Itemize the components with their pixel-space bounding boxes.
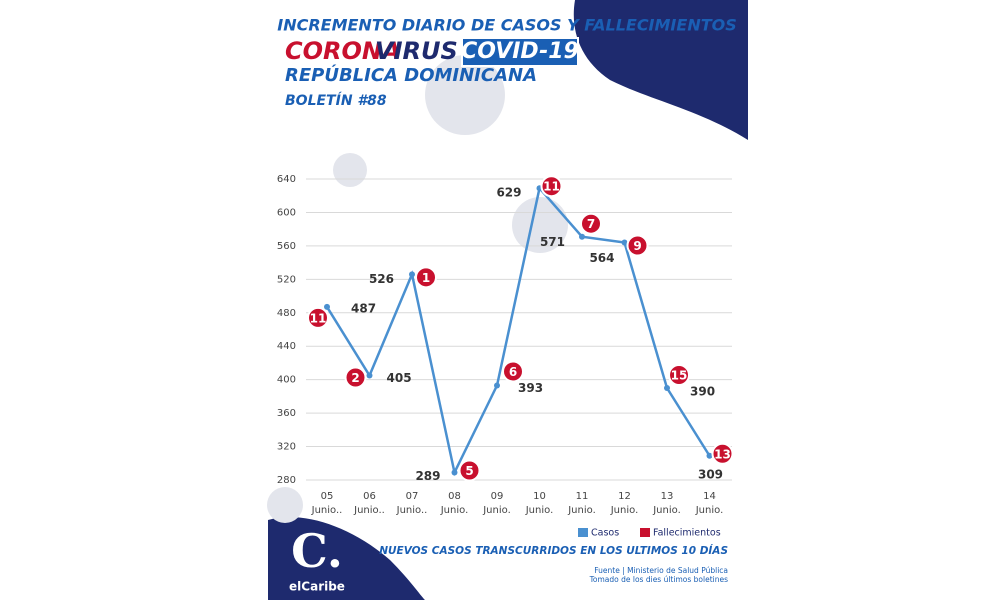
x-tick-sublabel: Junio.. (353, 505, 385, 516)
death-label: 1 (422, 271, 430, 285)
source-note: Tomado de los dies últimos boletines (589, 575, 728, 584)
death-badge (711, 442, 734, 465)
x-tick-sublabel: Junio. (610, 505, 639, 516)
legend-label: Fallecimientos (653, 528, 721, 539)
y-tick-label: 280 (277, 475, 296, 486)
value-label: 571 (540, 235, 565, 249)
death-badge (307, 306, 329, 329)
x-tick-sublabel: Junio. (525, 505, 554, 516)
death-label: 11 (310, 311, 327, 325)
x-tick-sublabel: Junio. (482, 505, 511, 516)
point (706, 452, 713, 459)
death-badge (502, 360, 524, 383)
plot: 280 320 360 400 440 480 520 560 600 640 05 Junio.. 0… (277, 174, 734, 539)
y-tick-label: 480 (277, 308, 296, 319)
title: INCREMENTO DIARIO DE CASOS Y FALLECIMIEN… (277, 16, 737, 35)
death-label: 7 (587, 217, 595, 231)
death-label: 11 (543, 180, 560, 194)
value-label: 390 (690, 385, 715, 399)
x-tick-sublabel: Junio. (440, 505, 469, 516)
x-tick-label: 08 (448, 491, 461, 502)
value-label: 629 (496, 186, 521, 200)
y-tick-label: 440 (277, 341, 296, 352)
death-badge (668, 364, 690, 387)
point (409, 271, 415, 278)
bulletin: BOLETÍN #88 (285, 92, 387, 109)
death-label: 13 (714, 447, 731, 461)
x-tick-label: 11 (576, 491, 589, 502)
source: Fuente | Ministerio de Salud Pública (594, 566, 728, 575)
x-tick-label: 06 (363, 491, 376, 502)
brand-covid: COVID-19 (461, 39, 579, 64)
y-tick-label: 520 (277, 274, 296, 285)
logo-letter: C. (291, 524, 343, 578)
decor-bottom (268, 516, 425, 600)
point (324, 303, 330, 310)
y-tick-label: 600 (277, 207, 296, 218)
x-tick-label: 09 (491, 491, 504, 502)
x-tick-sublabel: Junio. (567, 505, 596, 516)
death-label: 2 (351, 371, 359, 385)
y-tick-label: 560 (277, 241, 296, 252)
death-badge (580, 212, 602, 235)
x-tick-label: 10 (533, 491, 546, 502)
x-tick-label: 14 (703, 491, 716, 502)
x-tick-sublabel: Junio. (695, 505, 724, 516)
value-label: 393 (518, 381, 543, 395)
x-tick-label: 07 (406, 491, 419, 502)
x-tick-label: 05 (321, 491, 334, 502)
y-tick-label: 360 (277, 408, 296, 419)
x-tick-label: 13 (661, 491, 674, 502)
logo-name: elCaribe (289, 580, 345, 594)
x-tick-sublabel: Junio.. (311, 505, 343, 516)
y-tick-label: 400 (277, 375, 296, 386)
death-label: 9 (633, 239, 641, 253)
value-label: 564 (589, 251, 614, 265)
y-tick-label: 640 (277, 174, 296, 185)
x-tick-sublabel: Junio. (652, 505, 681, 516)
legend-swatch (640, 528, 650, 537)
brand-corona: CORONA (285, 37, 401, 65)
point (366, 372, 373, 379)
death-badge (458, 459, 481, 482)
death-label: 15 (671, 369, 688, 383)
x-tick-label: 12 (618, 491, 631, 502)
brand-virus: VIRUS (375, 37, 458, 65)
value-label: 309 (698, 467, 723, 481)
death-label: 5 (465, 464, 473, 478)
legend-label: Casos (591, 528, 619, 539)
point (579, 233, 585, 240)
death-badge (540, 175, 563, 198)
subtitle: REPÚBLICA DOMINICANA (285, 64, 537, 86)
death-label: 6 (509, 365, 517, 379)
footer-note: NUEVOS CASOS TRANSCURRIDOS EN LOS ULTIMO… (379, 544, 728, 557)
decor-top (573, 0, 748, 140)
point (494, 382, 500, 389)
legend-swatch (578, 528, 588, 537)
value-label: 289 (415, 469, 440, 483)
value-label: 487 (351, 301, 376, 315)
covid-box (461, 37, 579, 67)
death-badge (626, 234, 649, 257)
y-tick-label: 320 (277, 442, 296, 453)
death-badge (344, 366, 367, 389)
line (325, 185, 711, 477)
point (621, 239, 628, 246)
point (451, 469, 458, 476)
value-label: 526 (369, 272, 394, 286)
death-badge (415, 266, 437, 289)
point (664, 385, 670, 392)
value-label: 405 (387, 371, 412, 385)
x-tick-sublabel: Junio.. (396, 505, 428, 516)
